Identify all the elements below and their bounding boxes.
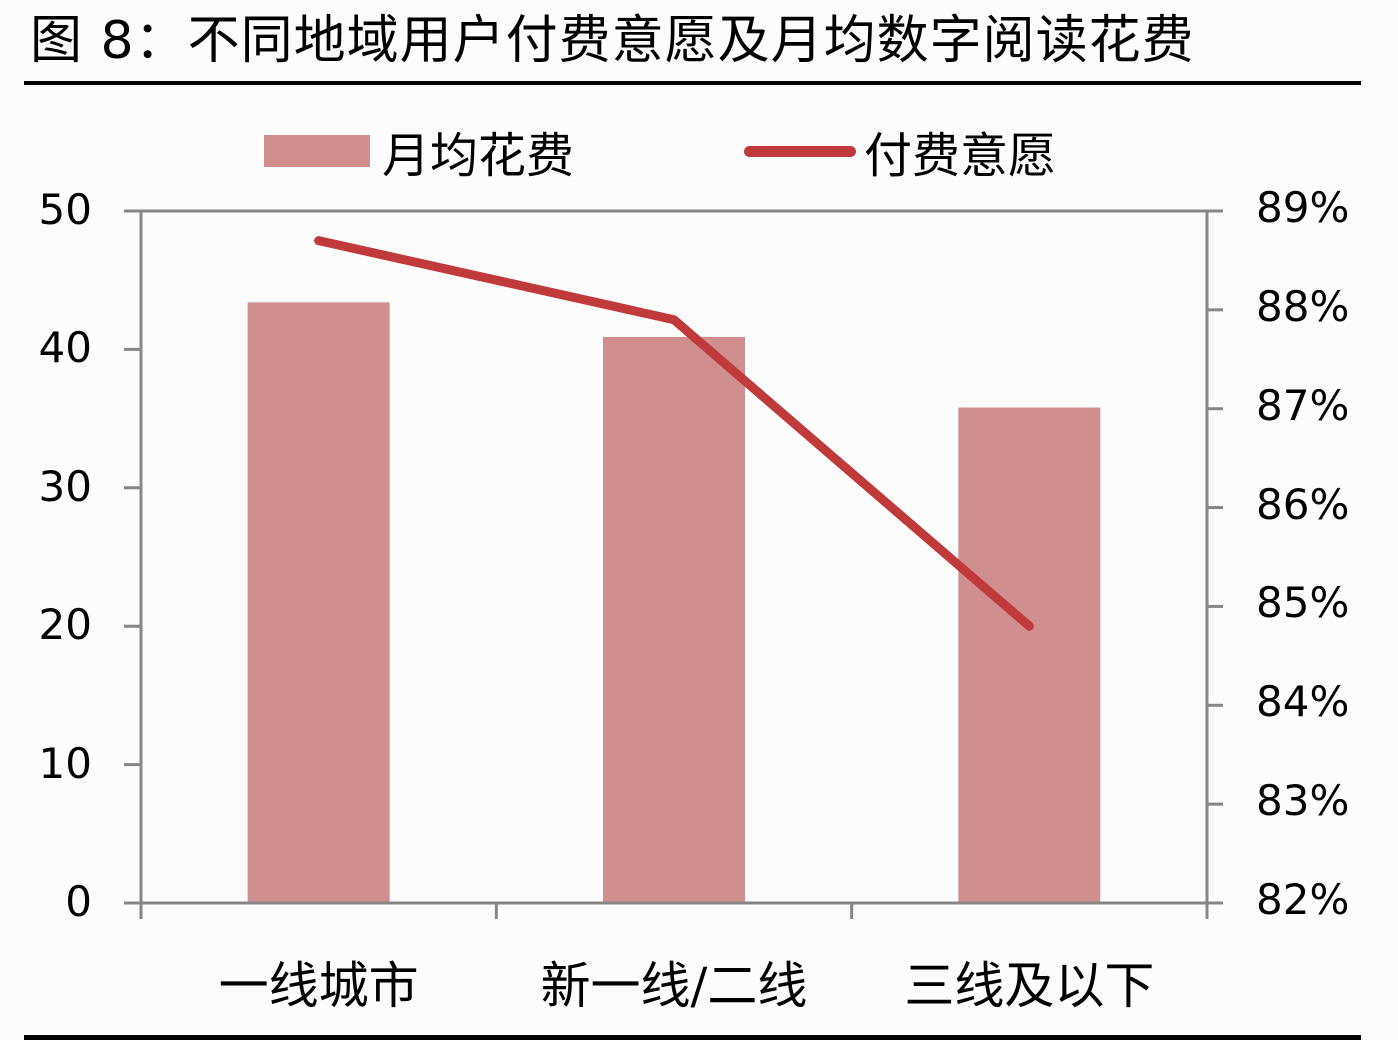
right-tick-label: 85% — [1256, 578, 1350, 628]
top-rule — [24, 81, 1361, 85]
line-swatch-icon — [744, 145, 856, 157]
category-label: 新一线/二线 — [540, 957, 808, 1015]
left-tick-label: 0 — [65, 877, 92, 926]
bar-swatch-icon — [264, 135, 370, 167]
category-label: 三线及以下 — [904, 957, 1155, 1015]
legend-label-bar: 月均花费 — [382, 128, 575, 184]
left-tick-label: 40 — [38, 323, 92, 373]
left-tick-label: 10 — [38, 738, 92, 788]
figure-title: 图 8：不同地域用户付费意愿及月均数字阅读花费 — [30, 11, 1195, 71]
right-tick-label: 84% — [1256, 677, 1350, 727]
right-tick-label: 82% — [1256, 875, 1350, 924]
right-tick-label: 83% — [1256, 776, 1350, 826]
right-tick-label: 86% — [1256, 479, 1350, 529]
category-label: 一线城市 — [218, 957, 419, 1015]
left-tick-label: 30 — [38, 461, 92, 511]
bottom-rule — [24, 1035, 1361, 1040]
right-tick-label: 89% — [1256, 183, 1350, 232]
legend-label-line: 付费意愿 — [864, 128, 1057, 184]
left-tick-label: 50 — [38, 185, 92, 234]
bar — [603, 336, 745, 904]
left-tick-label: 20 — [38, 600, 92, 650]
legend-item-line: 付费意愿 — [744, 118, 1056, 184]
bar — [958, 407, 1101, 903]
right-tick-label: 87% — [1256, 380, 1350, 430]
line-series — [314, 236, 1034, 631]
bar — [247, 302, 390, 903]
right-tick-label: 88% — [1256, 281, 1350, 331]
legend-item-bar: 月均花费 — [264, 118, 574, 184]
